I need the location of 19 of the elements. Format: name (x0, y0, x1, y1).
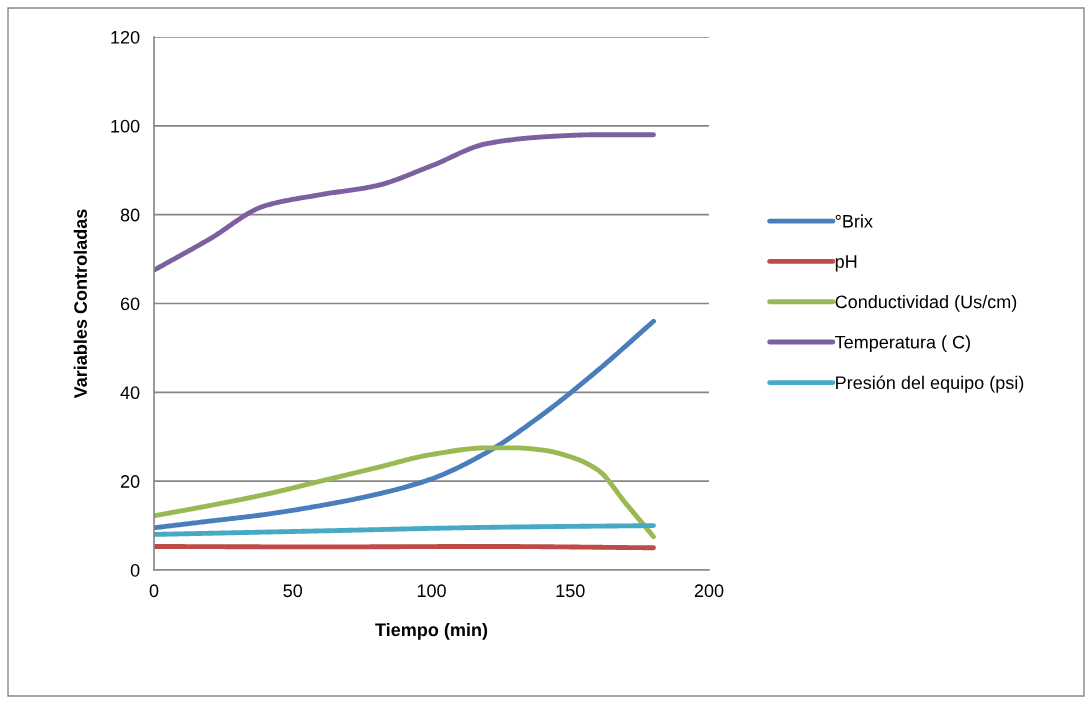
legend-label: Temperatura ( C) (835, 335, 970, 353)
y-tick-label: 0 (130, 563, 140, 577)
y-tick-label: 120 (111, 30, 140, 44)
legend-label: °Brix (835, 214, 873, 228)
y-tick-label: 80 (120, 208, 140, 222)
x-axis-title: Tiempo (min) (375, 622, 488, 640)
x-tick-label: 200 (694, 584, 724, 598)
x-tick-label: 0 (149, 584, 159, 598)
x-tick-label: 100 (417, 584, 446, 598)
y-tick-label: 100 (111, 119, 140, 133)
legend-label: pH (835, 255, 857, 272)
x-tick-label: 50 (283, 584, 303, 598)
x-tick-label: 150 (556, 584, 585, 598)
legend-label: Presión del equipo (psi) (836, 375, 1024, 393)
y-tick-label: 40 (120, 386, 140, 400)
y-axis-title: Variables Controladas (73, 209, 87, 399)
y-tick-label: 60 (120, 297, 140, 311)
y-tick-label: 20 (120, 475, 140, 488)
legend-label: Conductividad (Us/cm) (835, 294, 1017, 312)
